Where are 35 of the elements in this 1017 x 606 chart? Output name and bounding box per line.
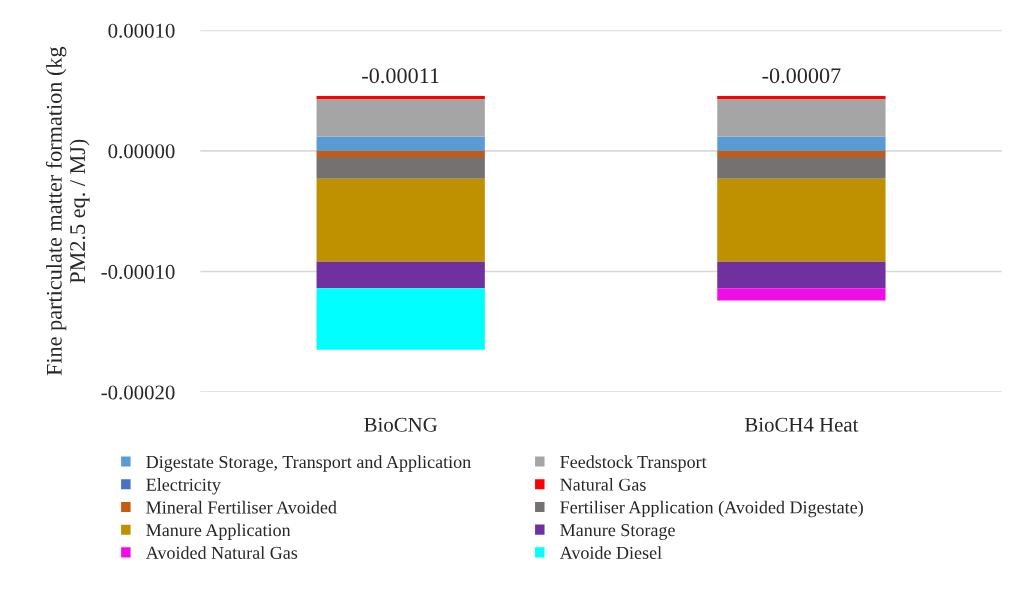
y-tick-label: 0.00010 [108, 23, 175, 38]
legend-label: Fertiliser Application (Avoided Digestate) [560, 500, 863, 518]
bar [316, 178, 485, 262]
bar [717, 288, 886, 301]
bar [316, 261, 485, 289]
bar [717, 99, 886, 137]
legend-label: Manure Application [146, 523, 291, 540]
bar [717, 96, 886, 100]
bar [717, 178, 886, 262]
legend-label: Feedstock Transport [560, 455, 707, 472]
total-label: -0.00011 [362, 68, 439, 84]
bar [316, 136, 485, 151]
bar [717, 261, 886, 289]
legend-label: Manure Storage [560, 524, 675, 540]
bar [717, 156, 886, 179]
bar [316, 99, 485, 137]
legend-label: Electricity [146, 478, 221, 495]
x-tick-label: BioCNG [364, 417, 438, 432]
bar [316, 96, 485, 100]
y-tick-label: -0.00020 [101, 385, 175, 400]
x-tick-label: BioCH4 Heat [745, 417, 859, 432]
bar [717, 136, 886, 151]
bar [717, 150, 886, 157]
legend-label: Natural Gas [560, 478, 646, 491]
bar [316, 150, 485, 157]
y-axis-title: Fine particulate matter formation (kg PM2.5 eq. / MJ) [45, 46, 90, 376]
legend-label: Digestate Storage, Transport and Application [146, 455, 471, 472]
legend-label: Mineral Fertiliser Avoided [146, 500, 337, 514]
y-tick-label: 0.00000 [108, 144, 175, 159]
legend-label: Avoide Diesel [559, 546, 662, 559]
legend-label: Avoided Natural Gas [145, 546, 298, 559]
total-label: -0.00007 [762, 68, 841, 84]
bar [316, 288, 485, 350]
bar [316, 156, 485, 179]
y-tick-label: -0.00010 [101, 264, 175, 280]
